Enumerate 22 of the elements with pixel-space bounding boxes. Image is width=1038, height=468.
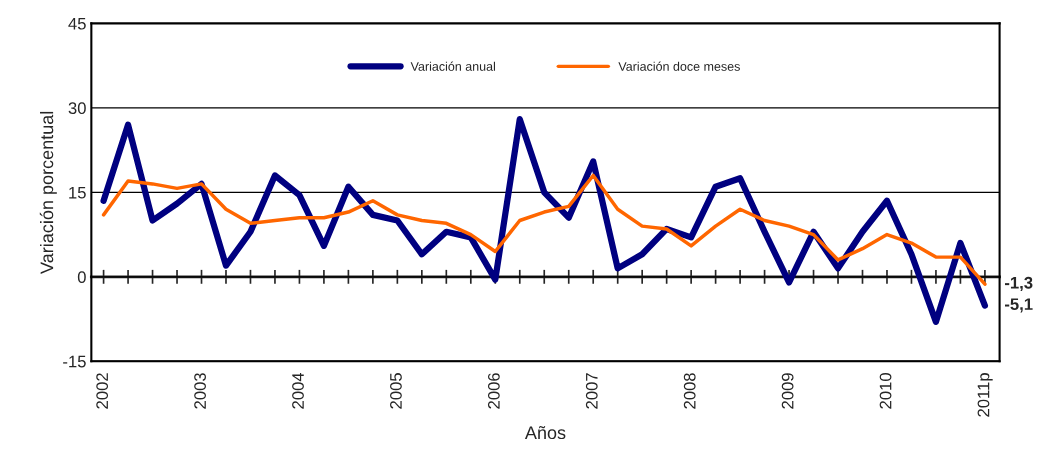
text: -5,1 — [1005, 298, 1033, 313]
x-tick-label: 2002 — [96, 373, 109, 409]
line-series — [101, 173, 987, 286]
x-tick-label: 2008 — [683, 373, 696, 409]
x-tick-label: 2006 — [487, 373, 500, 409]
x-tick-label: 2011p — [977, 373, 993, 417]
y-tick-label: 30 — [68, 102, 86, 115]
y-tick-label: -15 — [63, 355, 86, 368]
legend-label: Variación anual — [410, 61, 495, 71]
x-tick-label: 2009 — [781, 373, 794, 409]
x-tick-label: 2004 — [292, 372, 304, 409]
x-tick-label: 2005 — [390, 373, 402, 409]
y-tick-label: 45 — [68, 17, 86, 30]
x-tick-label: 2010 — [879, 373, 892, 409]
x-tick-label: 2007 — [585, 373, 598, 409]
y-axis-title: Variación porcentual — [39, 111, 57, 274]
text: -1,3 — [1005, 276, 1033, 292]
x-axis-title: Años — [524, 425, 566, 440]
x-tick-label: 2003 — [194, 373, 206, 409]
y-tick-label: 15 — [69, 186, 86, 199]
legend-label: Variación doce meses — [618, 61, 740, 71]
y-tick-label: 0 — [77, 271, 86, 284]
